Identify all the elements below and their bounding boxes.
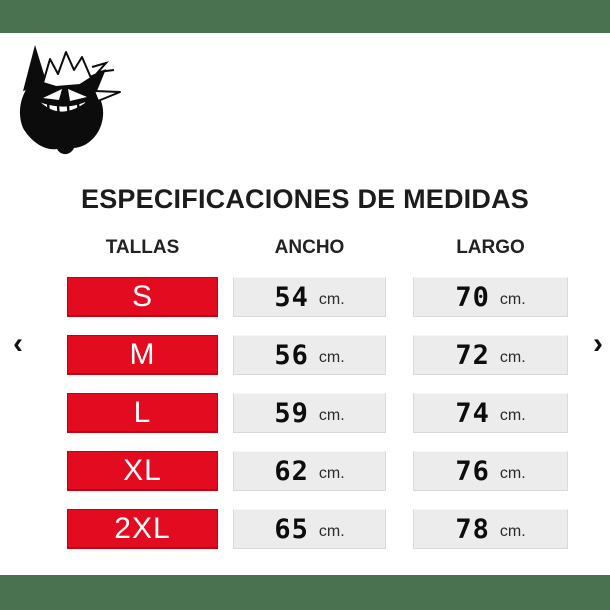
column-header-ancho: ANCHO bbox=[274, 237, 345, 258]
largo-value: 78 bbox=[455, 513, 490, 545]
column-header-largo: LARGO bbox=[456, 237, 525, 258]
table-row: L 59 cm. 74 cm. bbox=[0, 393, 610, 433]
ancho-cell: 54 cm. bbox=[233, 277, 386, 317]
unit-label: cm. bbox=[499, 348, 526, 366]
size-badge: 2XL bbox=[67, 509, 218, 549]
ancho-value: 54 bbox=[274, 281, 309, 313]
unit-label: cm. bbox=[318, 348, 345, 366]
ancho-cell: 62 cm. bbox=[233, 451, 386, 491]
carousel-next-button[interactable]: › bbox=[593, 327, 603, 360]
table-row: M 56 cm. 72 cm. bbox=[0, 335, 610, 375]
largo-value: 76 bbox=[455, 455, 490, 487]
size-label: XL bbox=[123, 453, 162, 487]
unit-label: cm. bbox=[499, 290, 526, 308]
column-header-tallas: TALLAS bbox=[105, 237, 180, 258]
largo-cell: 76 cm. bbox=[413, 451, 568, 491]
unit-label: cm. bbox=[499, 464, 526, 482]
size-badge: M bbox=[67, 335, 218, 375]
top-green-strip bbox=[0, 0, 610, 33]
table-row: XL 62 cm. 76 cm. bbox=[0, 451, 610, 491]
largo-cell: 74 cm. bbox=[413, 393, 568, 433]
bottom-green-strip bbox=[0, 575, 610, 610]
unit-label: cm. bbox=[499, 522, 526, 540]
largo-value: 70 bbox=[455, 281, 490, 313]
unit-label: cm. bbox=[318, 522, 345, 540]
unit-label: cm. bbox=[318, 406, 345, 424]
size-label: L bbox=[133, 395, 152, 429]
page-title: ESPECIFICACIONES DE MEDIDAS bbox=[81, 184, 529, 214]
unit-label: cm. bbox=[499, 406, 526, 424]
largo-cell: 72 cm. bbox=[413, 335, 568, 375]
ancho-cell: 59 cm. bbox=[233, 393, 386, 433]
size-label: 2XL bbox=[114, 511, 171, 545]
table-row: S 54 cm. 70 cm. bbox=[0, 277, 610, 317]
unit-label: cm. bbox=[318, 290, 345, 308]
size-label: S bbox=[131, 279, 153, 313]
gengar-mascot-icon bbox=[19, 45, 121, 155]
ancho-value: 59 bbox=[274, 397, 309, 429]
largo-cell: 78 cm. bbox=[413, 509, 568, 549]
unit-label: cm. bbox=[318, 464, 345, 482]
size-badge: L bbox=[67, 393, 218, 433]
largo-cell: 70 cm. bbox=[413, 277, 568, 317]
ancho-value: 65 bbox=[274, 513, 309, 545]
size-badge: XL bbox=[67, 451, 218, 491]
ancho-cell: 56 cm. bbox=[233, 335, 386, 375]
ancho-value: 56 bbox=[274, 339, 309, 371]
largo-value: 72 bbox=[455, 339, 490, 371]
size-badge: S bbox=[67, 277, 218, 317]
largo-value: 74 bbox=[455, 397, 490, 429]
ancho-value: 62 bbox=[274, 455, 309, 487]
ancho-cell: 65 cm. bbox=[233, 509, 386, 549]
size-label: M bbox=[129, 337, 156, 371]
carousel-prev-button[interactable]: ‹ bbox=[13, 327, 23, 360]
table-row: 2XL 65 cm. 78 cm. bbox=[0, 509, 610, 549]
